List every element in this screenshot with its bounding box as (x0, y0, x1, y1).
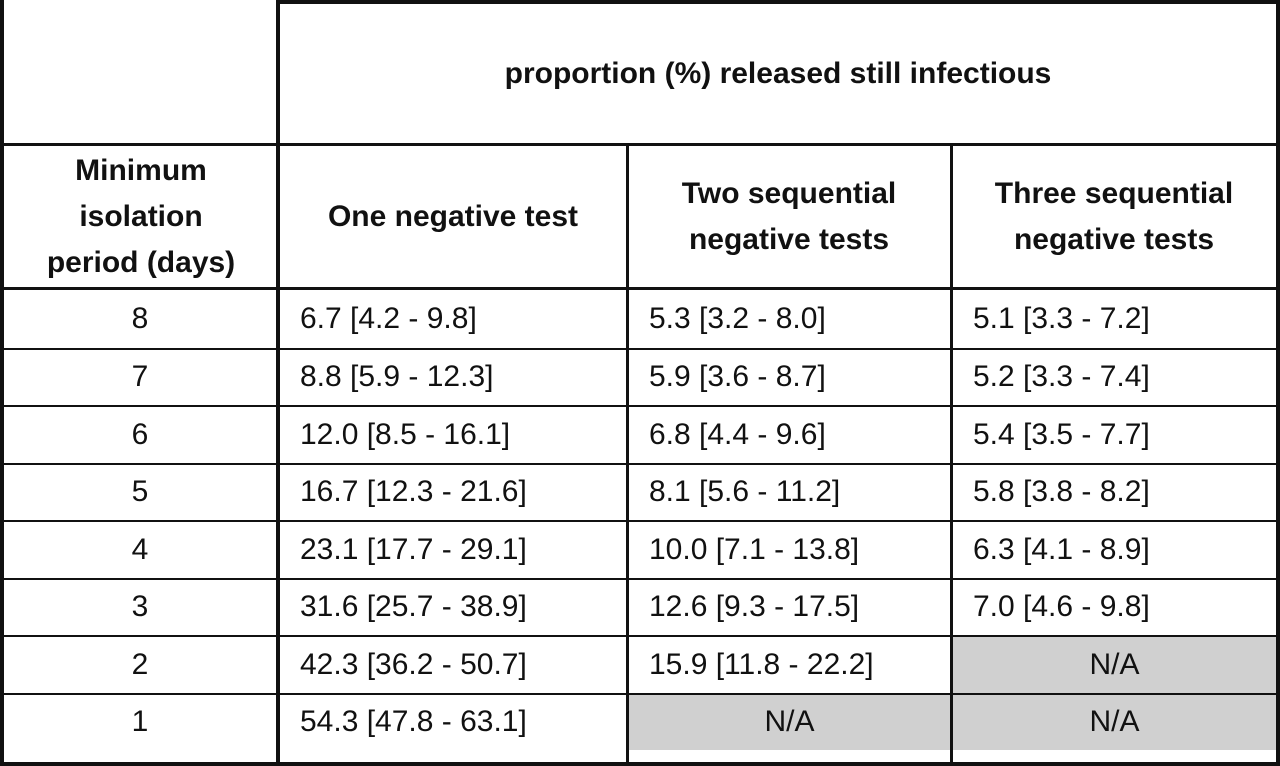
cell-text: 7 (131, 360, 149, 394)
column-header-three-tests: Three sequential negative tests (952, 146, 1276, 288)
table-cell-two: 8.1 [5.6 - 11.2] (629, 465, 950, 521)
table-cell-days: 5 (4, 465, 276, 521)
grid-line (0, 520, 1280, 522)
table-cell-three: 5.2 [3.3 - 7.4] (953, 350, 1276, 406)
column-header-days: Minimum isolation period (days) (4, 146, 278, 288)
group-header-text: proportion (%) released still infectious (504, 57, 1052, 90)
cell-text: 8.8 [5.9 - 12.3] (300, 360, 494, 394)
cell-text: 6 (131, 417, 149, 451)
table-cell-one: 42.3 [36.2 - 50.7] (280, 637, 626, 693)
cell-text: 5 (131, 475, 149, 509)
table-cell-three: 5.1 [3.3 - 7.2] (953, 290, 1276, 348)
cell-text: 31.6 [25.7 - 38.9] (300, 590, 527, 624)
grid-line (950, 144, 953, 766)
table-cell-one: 23.1 [17.7 - 29.1] (280, 522, 626, 578)
cell-text: 6.3 [4.1 - 8.9] (973, 532, 1150, 566)
table-cell-days: 7 (4, 350, 276, 406)
table-cell-days: 2 (4, 637, 276, 693)
table-cell-days: 8 (4, 290, 276, 348)
cell-text: 12.6 [9.3 - 17.5] (649, 590, 860, 624)
table-cell-two: 5.3 [3.2 - 8.0] (629, 290, 950, 348)
na-cell: N/A (953, 637, 1276, 693)
cell-text: N/A (764, 705, 815, 739)
table-cell-three: 5.4 [3.5 - 7.7] (953, 407, 1276, 463)
table-cell-one: 31.6 [25.7 - 38.9] (280, 580, 626, 636)
cell-text: 8 (131, 301, 149, 335)
column-header-three-tests-text: Three sequential negative tests (994, 177, 1234, 256)
table-cell-days: 6 (4, 407, 276, 463)
cell-text: 7.0 [4.6 - 9.8] (973, 590, 1150, 624)
table-cell-two: 12.6 [9.3 - 17.5] (629, 580, 950, 636)
cell-text: 5.8 [3.8 - 8.2] (973, 475, 1150, 509)
column-header-two-tests-text: Two sequential negative tests (681, 177, 897, 256)
cell-text: 5.3 [3.2 - 8.0] (649, 301, 826, 335)
cell-text: 54.3 [47.8 - 63.1] (300, 705, 527, 739)
cell-text: 5.1 [3.3 - 7.2] (973, 301, 1150, 335)
cell-text: 6.8 [4.4 - 9.6] (649, 417, 826, 451)
table-cell-one: 12.0 [8.5 - 16.1] (280, 407, 626, 463)
cell-text: 5.9 [3.6 - 8.7] (649, 360, 826, 394)
cell-text: 12.0 [8.5 - 16.1] (300, 417, 511, 451)
column-header-one-test: One negative test (280, 146, 626, 288)
table-cell-one: 8.8 [5.9 - 12.3] (280, 350, 626, 406)
grid-line (0, 762, 1280, 766)
grid-line (0, 692, 1280, 695)
grid-line (276, 0, 1280, 4)
grid-line (276, 0, 280, 766)
na-cell: N/A (953, 694, 1276, 750)
table-cell-three: 5.8 [3.8 - 8.2] (953, 465, 1276, 521)
table-cell-one: 54.3 [47.8 - 63.1] (280, 695, 626, 751)
table-cell-three: 7.0 [4.6 - 9.8] (953, 580, 1276, 636)
column-header-one-test-text: One negative test (327, 200, 579, 233)
grid-line (0, 635, 1280, 637)
table-cell-one: 16.7 [12.3 - 21.6] (280, 465, 626, 521)
cell-text: 5.4 [3.5 - 7.7] (973, 417, 1150, 451)
cell-text: 10.0 [7.1 - 13.8] (649, 532, 860, 566)
cell-text: 3 (131, 590, 149, 624)
table-cell-days: 4 (4, 522, 276, 578)
cell-text: 6.7 [4.2 - 9.8] (300, 301, 477, 335)
grid-line (0, 143, 1280, 146)
table-cell-one: 6.7 [4.2 - 9.8] (280, 290, 626, 348)
cell-text: 23.1 [17.7 - 29.1] (300, 532, 527, 566)
cell-text: 1 (131, 705, 149, 739)
table-cell-days: 1 (4, 695, 276, 751)
table-cell-three: 6.3 [4.1 - 8.9] (953, 522, 1276, 578)
grid-line (0, 405, 1280, 407)
table-cell-two: 6.8 [4.4 - 9.6] (629, 407, 950, 463)
cell-text: 5.2 [3.3 - 7.4] (973, 360, 1150, 394)
grid-line (1276, 0, 1280, 766)
grid-line (0, 287, 1280, 290)
column-header-two-tests: Two sequential negative tests (628, 146, 950, 288)
cell-text: 16.7 [12.3 - 21.6] (300, 475, 527, 509)
cell-text: 8.1 [5.6 - 11.2] (649, 475, 841, 509)
grid-line (0, 577, 1280, 580)
table-cell-two: 10.0 [7.1 - 13.8] (629, 522, 950, 578)
na-cell: N/A (629, 694, 950, 750)
grid-line (626, 144, 629, 766)
cell-text: 42.3 [36.2 - 50.7] (300, 647, 527, 681)
cell-text: N/A (1089, 705, 1140, 739)
cell-text: N/A (1089, 647, 1140, 681)
column-header-days-text: Minimum isolation period (days) (46, 154, 236, 279)
cell-text: 15.9 [11.8 - 22.2] (649, 647, 874, 681)
grid-line (0, 347, 1280, 350)
grid-line (0, 462, 1280, 465)
table-cell-days: 3 (4, 580, 276, 636)
group-header: proportion (%) released still infectious (280, 4, 1276, 144)
table-cell-two: 15.9 [11.8 - 22.2] (629, 637, 950, 693)
grid-line (0, 0, 4, 766)
cell-text: 4 (131, 532, 149, 566)
cell-text: 2 (131, 647, 149, 681)
table-cell-two: 5.9 [3.6 - 8.7] (629, 350, 950, 406)
